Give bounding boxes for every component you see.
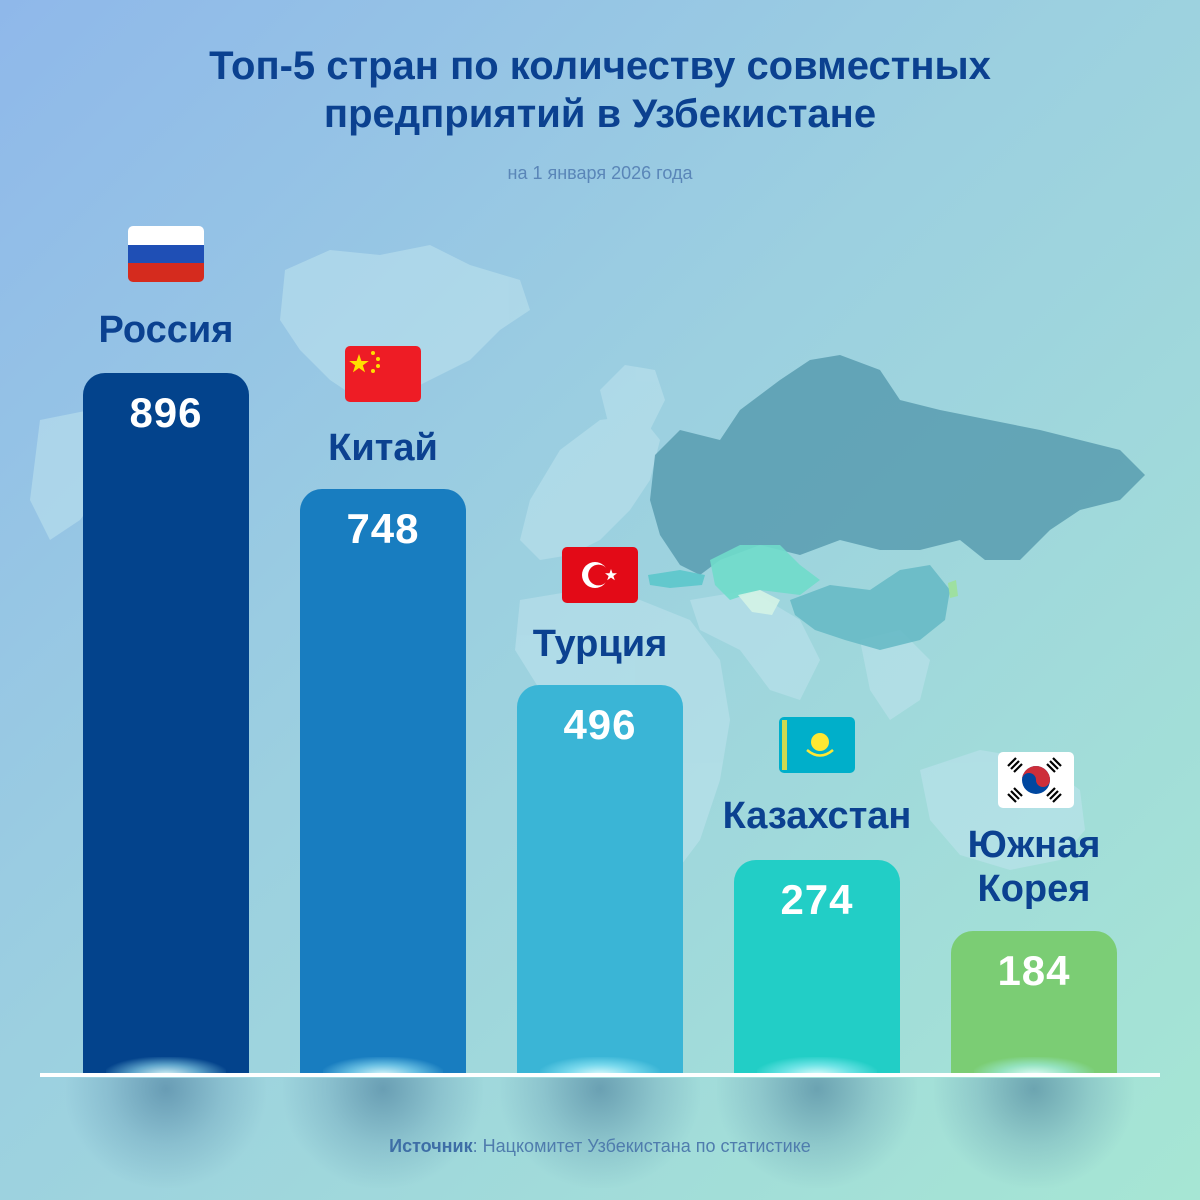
turkey-flag-icon [562,547,638,603]
country-label-south-korea-line-2: Корея [977,868,1091,910]
chart-title-line-2: предприятий в Узбекистане [323,92,877,136]
country-label-kazakhstan: Казахстан [722,795,912,837]
bar-russia: 896 [83,373,249,1075]
country-label-china: Китай [328,427,438,469]
chart-subtitle: на 1 января 2026 года [507,163,693,183]
bar-china: 748 [300,489,466,1075]
bar-reflection [717,1078,917,1188]
bar-south-korea: 184 [951,931,1117,1075]
bar-kazakhstan: 274 [734,860,900,1075]
country-label-south-korea-line-1: Южная [967,824,1101,866]
country-label-south-korea: Южная Корея [914,823,1154,911]
country-label-turkey: Турция [532,623,668,665]
chart-title-line-1: Топ-5 стран по количеству совместных [209,44,991,88]
bar-value-china: 748 [346,505,420,552]
source-label: Источник [389,1136,473,1156]
source-text: Нацкомитет Узбекистана по статистике [482,1136,811,1156]
bar-value-kazakhstan: 274 [780,876,854,923]
bar-reflection [500,1078,700,1188]
bar-reflection [66,1078,266,1188]
bar-reflection [283,1078,483,1188]
bar-value-south-korea: 184 [997,947,1071,994]
china-flag-icon [345,346,421,402]
chart-baseline [40,1073,1160,1077]
russia-flag-icon [128,226,204,282]
bar-value-turkey: 496 [563,701,637,748]
source-note: Источник: Нацкомитет Узбекистана по стат… [0,1136,1200,1157]
country-label-russia: Россия [98,309,234,351]
bar-reflection [934,1078,1134,1188]
bar-turkey: 496 [517,685,683,1075]
bar-value-russia: 896 [129,389,203,436]
kazakhstan-flag-icon [779,717,855,773]
south-korea-flag-icon [998,752,1074,808]
chart-title: Топ-5 стран по количеству совместных пре… [0,42,1200,138]
source-separator: : [472,1136,483,1156]
